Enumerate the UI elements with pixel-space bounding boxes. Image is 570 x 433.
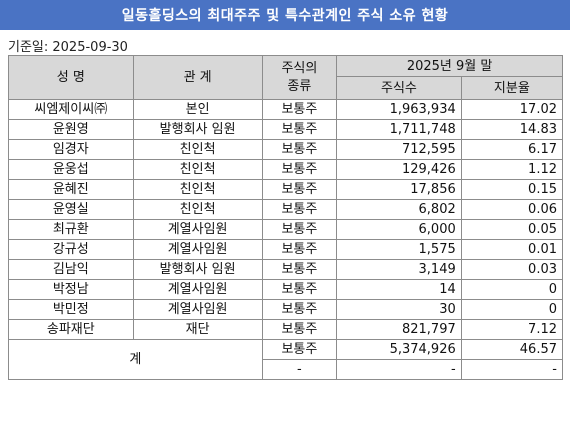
cell-relation: 발행회사 임원 [132,119,263,140]
cell-stock-type: 보통주 [261,119,338,140]
cell-shares: 14 [336,279,462,300]
cell-stock-type: 보통주 [261,239,338,260]
table-row: 윤원영 발행회사 임원 보통주 1,711,748 14.83 [8,119,564,140]
total-stock-type: 보통주 [261,339,338,360]
cell-shares: 17,856 [336,179,462,200]
cell-name: 최규환 [8,219,134,240]
cell-ratio: 0.05 [460,219,564,240]
table-row: 강규성 계열사임원 보통주 1,575 0.01 [8,239,564,260]
total-ratio: - [460,359,564,380]
cell-shares: 1,963,934 [336,99,462,120]
cell-name: 씨엠제이씨㈜ [8,99,134,120]
total-ratio: 46.57 [460,339,564,360]
cell-ratio: 0 [460,299,564,320]
cell-ratio: 17.02 [460,99,564,120]
shareholding-table: 성 명 관 계 주식의 종류 2025년 9월 말 주식수 지분율 씨엠제이씨㈜… [8,55,564,380]
cell-name: 박정남 [8,279,134,300]
header-period: 2025년 9월 말 [336,55,563,77]
cell-relation: 친인척 [132,179,263,200]
cell-shares: 712,595 [336,139,462,160]
header-shares: 주식수 [336,76,462,100]
cell-stock-type: 보통주 [261,319,338,340]
cell-relation: 친인척 [132,139,263,160]
table-row: 임경자 친인척 보통주 712,595 6.17 [8,139,564,160]
table-row: 윤웅섭 친인척 보통주 129,426 1.12 [8,159,564,180]
cell-name: 강규성 [8,239,134,260]
cell-name: 송파재단 [8,319,134,340]
cell-shares: 821,797 [336,319,462,340]
header-ratio: 지분율 [460,76,564,100]
table-title: 일동홀딩스의 최대주주 및 특수관계인 주식 소유 현황 [0,0,570,30]
header-relation: 관 계 [132,55,263,100]
cell-relation: 계열사임원 [132,279,263,300]
cell-shares: 6,000 [336,219,462,240]
cell-relation: 계열사임원 [132,299,263,320]
cell-stock-type: 보통주 [261,279,338,300]
table-row: 송파재단 재단 보통주 821,797 7.12 [8,319,564,340]
cell-ratio: 6.17 [460,139,564,160]
total-row: 계 보통주 5,374,926 46.57 [8,339,564,380]
total-shares: - [336,359,462,380]
cell-relation: 친인척 [132,199,263,220]
cell-name: 윤원영 [8,119,134,140]
cell-shares: 129,426 [336,159,462,180]
total-shares: 5,374,926 [336,339,462,360]
total-stock-type: - [261,359,338,380]
cell-shares: 3,149 [336,259,462,280]
cell-ratio: 0.01 [460,239,564,260]
header-stock-type-line1: 주식의 [281,60,318,76]
cell-stock-type: 보통주 [261,299,338,320]
table-row: 박민정 계열사임원 보통주 30 0 [8,299,564,320]
base-date: 기준일: 2025-09-30 [8,40,128,55]
table-row: 윤영실 친인척 보통주 6,802 0.06 [8,199,564,220]
header-stock-type: 주식의 종류 [261,55,338,100]
table-row: 김남익 발행회사 임원 보통주 3,149 0.03 [8,259,564,280]
cell-ratio: 0.06 [460,199,564,220]
header-stock-type-line2: 종류 [287,78,312,94]
cell-ratio: 0.03 [460,259,564,280]
cell-relation: 계열사임원 [132,219,263,240]
cell-relation: 발행회사 임원 [132,259,263,280]
cell-relation: 재단 [132,319,263,340]
table-row: 박정남 계열사임원 보통주 14 0 [8,279,564,300]
cell-shares: 6,802 [336,199,462,220]
cell-name: 윤영실 [8,199,134,220]
cell-stock-type: 보통주 [261,219,338,240]
cell-name: 임경자 [8,139,134,160]
cell-stock-type: 보통주 [261,179,338,200]
cell-name: 김남익 [8,259,134,280]
cell-name: 윤웅섭 [8,159,134,180]
cell-ratio: 7.12 [460,319,564,340]
table-row: 윤혜진 친인척 보통주 17,856 0.15 [8,179,564,200]
cell-stock-type: 보통주 [261,199,338,220]
cell-name: 윤혜진 [8,179,134,200]
cell-ratio: 0 [460,279,564,300]
cell-name: 박민정 [8,299,134,320]
table-row: 최규환 계열사임원 보통주 6,000 0.05 [8,219,564,240]
cell-ratio: 14.83 [460,119,564,140]
cell-stock-type: 보통주 [261,99,338,120]
cell-relation: 본인 [132,99,263,120]
cell-ratio: 0.15 [460,179,564,200]
cell-relation: 계열사임원 [132,239,263,260]
cell-relation: 친인척 [132,159,263,180]
cell-stock-type: 보통주 [261,159,338,180]
cell-shares: 1,575 [336,239,462,260]
table-row: 씨엠제이씨㈜ 본인 보통주 1,963,934 17.02 [8,99,564,120]
header-name: 성 명 [8,55,134,100]
cell-ratio: 1.12 [460,159,564,180]
total-label: 계 [8,339,263,380]
cell-shares: 30 [336,299,462,320]
table-body: 씨엠제이씨㈜ 본인 보통주 1,963,934 17.02 윤원영 발행회사 임원 보통주 1,… [8,99,564,380]
cell-shares: 1,711,748 [336,119,462,140]
cell-stock-type: 보통주 [261,139,338,160]
cell-stock-type: 보통주 [261,259,338,280]
total-row: --- [9,359,564,380]
